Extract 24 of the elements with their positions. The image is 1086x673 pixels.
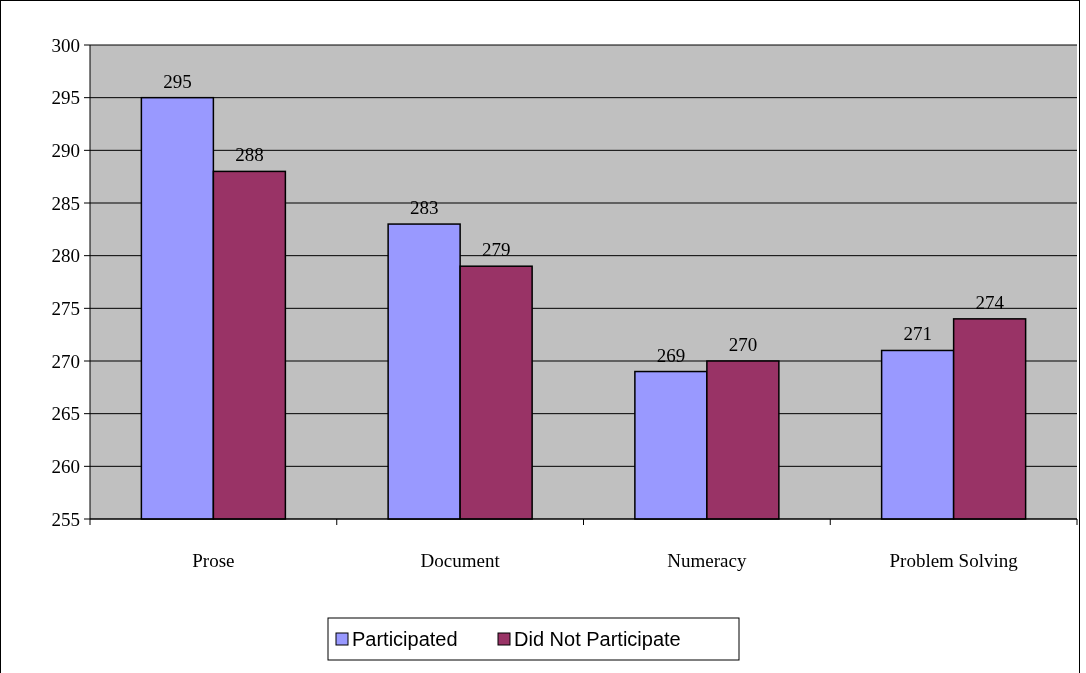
y-tick-label: 265: [51, 403, 80, 425]
x-tick-label: Numeracy: [667, 550, 747, 571]
y-tick-label: 285: [51, 192, 80, 214]
legend-label: Participated: [352, 628, 458, 650]
data-label: 295: [163, 70, 192, 92]
y-tick-label: 275: [51, 297, 80, 319]
y-tick-label: 260: [51, 455, 80, 477]
x-tick-label: Problem Solving: [889, 550, 1019, 571]
y-tick-label: 295: [51, 87, 80, 109]
data-label: 269: [656, 344, 686, 366]
data-label: 274: [975, 291, 1005, 313]
y-tick-label: 300: [51, 34, 80, 56]
data-label: 270: [728, 334, 758, 355]
x-tick-label: Document: [420, 550, 501, 571]
y-tick-label: 280: [51, 245, 80, 267]
y-tick-label: 255: [51, 508, 80, 530]
data-label: 279: [481, 239, 511, 261]
x-tick-label: Prose: [192, 550, 235, 571]
legend-label: Did Not Participate: [514, 628, 681, 650]
data-label: 283: [409, 197, 439, 219]
data-label: 271: [903, 323, 932, 345]
data-label: 288: [235, 144, 264, 166]
y-tick-label: 270: [51, 350, 80, 372]
y-tick-label: 290: [51, 139, 80, 161]
